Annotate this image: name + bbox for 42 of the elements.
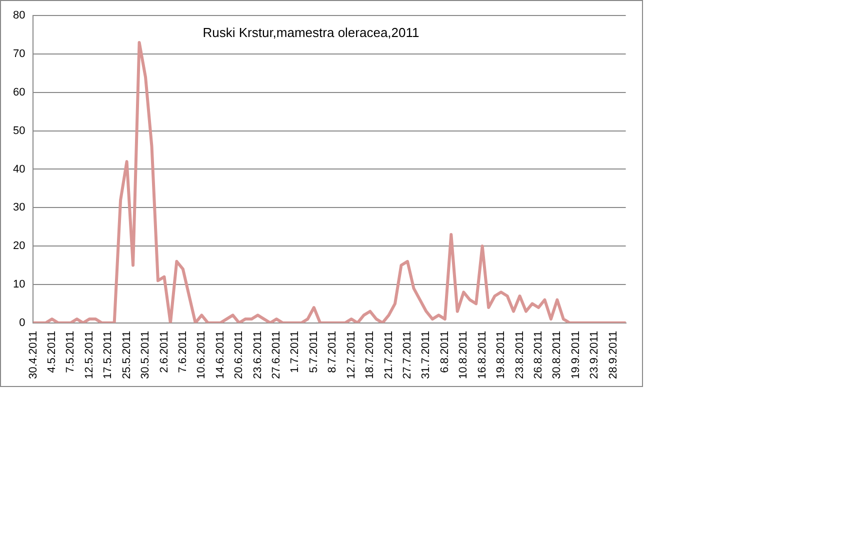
- x-tick-label: 12.7.2011: [345, 330, 358, 380]
- x-tick-label: 14.6.2011: [214, 330, 226, 380]
- y-tick-label: 50: [12, 124, 26, 137]
- x-tick-label: 1.7.2011: [289, 330, 302, 373]
- x-tick-label: 6.8.2011: [438, 330, 451, 373]
- x-tick-label: 2.6.2011: [158, 330, 170, 373]
- y-tick-label: 0: [19, 316, 26, 329]
- y-tick-label: 60: [12, 86, 26, 98]
- x-tick-label: 27.6.2011: [270, 330, 283, 380]
- y-tick-label: 70: [12, 48, 26, 60]
- x-tick-label: 30.5.2011: [140, 330, 152, 380]
- x-tick-label: 23.9.2011: [588, 330, 601, 380]
- x-tick-label: 19.9.2011: [570, 330, 582, 380]
- x-tick-label: 8.7.2011: [326, 330, 339, 373]
- x-tick-label: 10.6.2011: [196, 330, 208, 380]
- x-tick-label: 28.9.2011: [607, 330, 620, 380]
- x-tick-label: 23.8.2011: [514, 330, 526, 380]
- y-tick-label: 30: [12, 202, 26, 214]
- x-tick-label: 31.7.2011: [420, 330, 432, 380]
- y-tick-label: 10: [12, 278, 26, 290]
- x-tick-label: 18.7.2011: [364, 330, 376, 380]
- x-tick-label: 7.5.2011: [64, 330, 77, 373]
- x-tick-label: 23.6.2011: [252, 330, 264, 380]
- y-tick-label: 80: [12, 10, 26, 22]
- x-tick-label: 26.8.2011: [532, 330, 545, 380]
- x-tick-label: 27.7.2011: [402, 330, 414, 380]
- x-tick-label: 17.5.2011: [102, 330, 114, 380]
- x-tick-label: 25.5.2011: [120, 330, 133, 380]
- x-tick-label: 20.6.2011: [233, 330, 246, 380]
- x-tick-label: 30.4.2011: [27, 330, 40, 380]
- text: Ruski Krstur,mamestra oleracea,2011: [202, 25, 420, 40]
- x-tick-label: 5.7.2011: [308, 330, 320, 373]
- x-tick-label: 30.8.2011: [551, 330, 564, 380]
- x-tick-label: 16.8.2011: [476, 330, 488, 380]
- x-tick-label: 4.5.2011: [46, 330, 58, 373]
- x-tick-label: 19.8.2011: [495, 330, 508, 380]
- x-tick-label: 10.8.2011: [458, 330, 470, 380]
- x-tick-label: 7.6.2011: [176, 330, 189, 373]
- x-tick-label: 12.5.2011: [83, 330, 96, 380]
- y-tick-label: 40: [12, 163, 26, 176]
- y-tick-label: 20: [12, 240, 26, 252]
- x-tick-label: 21.7.2011: [382, 330, 395, 380]
